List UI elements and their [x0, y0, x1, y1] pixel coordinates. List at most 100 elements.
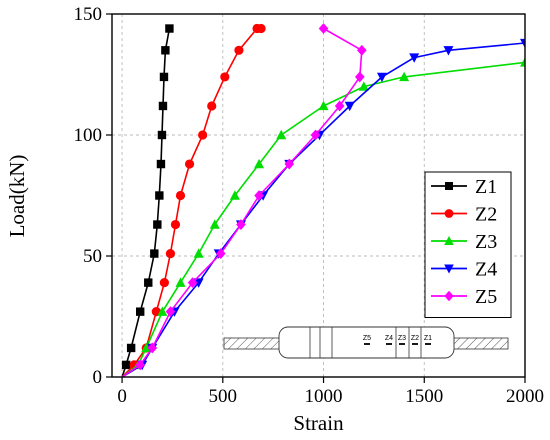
data-point-z4 — [193, 278, 204, 288]
data-point-z1 — [121, 360, 131, 370]
data-point-z3 — [141, 342, 152, 353]
data-point-z2 — [256, 23, 266, 34]
x-tick-label: 2000 — [506, 386, 544, 407]
series-z2 — [121, 23, 266, 377]
legend-item-z5: Z5 — [431, 286, 497, 308]
data-point-z1 — [155, 191, 164, 200]
legend-label: Z5 — [475, 286, 497, 308]
legend-label: Z3 — [475, 231, 497, 253]
y-tick-label: 150 — [74, 4, 103, 25]
x-tick-label: 1500 — [405, 386, 443, 407]
data-point-z1 — [158, 101, 168, 111]
data-point-z1 — [159, 72, 169, 82]
data-point-z3 — [276, 129, 287, 140]
legend-item-z1: Z1 — [431, 176, 497, 198]
data-point-z5 — [135, 359, 146, 371]
series-line-z5 — [121, 27, 363, 377]
data-point-z3 — [254, 158, 265, 169]
data-point-z5 — [355, 71, 365, 83]
legend-marker — [444, 264, 454, 274]
x-tick-label: 500 — [209, 386, 238, 407]
gauge-label-z1: Z1 — [424, 335, 432, 342]
y-tick-label: 100 — [74, 125, 103, 146]
data-point-z5 — [187, 277, 198, 289]
data-point-z5 — [284, 158, 295, 170]
data-point-z3 — [175, 277, 186, 287]
legend-marker — [444, 290, 454, 302]
data-point-z1 — [150, 249, 159, 258]
data-point-z1 — [136, 307, 145, 316]
series-line-z1 — [121, 28, 171, 377]
data-point-z3 — [358, 81, 369, 91]
data-point-z2 — [220, 72, 230, 82]
rebar-right-hatched — [451, 337, 509, 350]
data-point-z3 — [157, 306, 168, 316]
series-line-z3 — [121, 61, 525, 377]
data-point-z4 — [376, 72, 387, 83]
data-point-z2 — [165, 248, 176, 259]
rebar-left-hatched — [223, 337, 281, 350]
series-line-z2 — [121, 27, 262, 377]
data-point-z1 — [144, 278, 153, 287]
y-tick-label: 0 — [93, 367, 103, 388]
gauge-label-z5: Z5 — [363, 335, 371, 342]
data-point-z2 — [184, 159, 195, 169]
data-point-z3 — [209, 219, 220, 229]
data-point-z5 — [147, 342, 158, 354]
data-point-z5 — [318, 23, 329, 34]
legend-item-z3: Z3 — [431, 231, 497, 253]
data-point-z5 — [310, 129, 321, 141]
data-point-z1 — [153, 220, 162, 229]
x-tick-label: 1000 — [305, 386, 343, 407]
series-z1 — [121, 24, 174, 377]
data-point-z4 — [520, 38, 525, 49]
x-axis-title: Strain — [293, 411, 344, 435]
y-tick-label: 50 — [83, 246, 102, 267]
data-point-z1 — [156, 159, 166, 169]
data-point-z5 — [334, 100, 345, 112]
y-axis-title: Load(kN) — [5, 155, 29, 238]
data-point-z5 — [165, 306, 176, 318]
data-point-z3 — [193, 248, 204, 258]
legend-label: Z1 — [475, 176, 497, 198]
data-point-z2 — [175, 190, 186, 201]
data-point-z2 — [234, 45, 244, 55]
data-point-z1 — [161, 46, 170, 55]
legend-box — [424, 171, 512, 318]
gauge-label-z4: Z4 — [385, 335, 393, 342]
data-point-z3 — [399, 71, 410, 82]
data-point-z2 — [170, 219, 181, 230]
legend-item-z2: Z2 — [431, 204, 497, 226]
data-point-z2 — [159, 278, 169, 288]
data-point-z4 — [409, 53, 420, 63]
legend-label: Z4 — [475, 259, 497, 281]
specimen-diagram: Z5 Z4 Z3 Z2 Z1 — [223, 326, 509, 359]
data-point-z3 — [520, 57, 525, 67]
data-point-z2 — [198, 130, 208, 140]
legend-label: Z2 — [475, 204, 497, 226]
legend-marker — [444, 209, 454, 218]
gauge-labels: Z5 Z4 Z3 Z2 Z1 — [363, 335, 432, 345]
coupler-body — [278, 326, 455, 359]
legend-marker — [445, 182, 453, 190]
data-point-z3 — [229, 190, 240, 200]
legend-marker — [444, 236, 454, 245]
axis-ticks: 0 500 1000 1500 2000 0 50 100 150 — [74, 4, 545, 407]
data-point-z5 — [236, 219, 246, 230]
data-point-z1 — [157, 130, 167, 140]
data-point-z1 — [126, 343, 136, 353]
data-point-z2 — [207, 101, 217, 111]
series-layer — [121, 23, 525, 377]
data-point-z3 — [318, 100, 329, 111]
gauge-label-z3: Z3 — [398, 335, 406, 342]
data-point-z5 — [215, 248, 226, 259]
data-point-z5 — [357, 44, 367, 56]
plot-frame — [111, 13, 526, 378]
data-point-z4 — [344, 101, 355, 112]
legend: Z1 Z2 Z3 Z4 Z5 — [424, 171, 512, 318]
series-z5 — [121, 23, 367, 377]
x-tick-label: 0 — [117, 386, 127, 407]
data-point-z5 — [254, 190, 264, 201]
series-z3 — [121, 57, 525, 377]
